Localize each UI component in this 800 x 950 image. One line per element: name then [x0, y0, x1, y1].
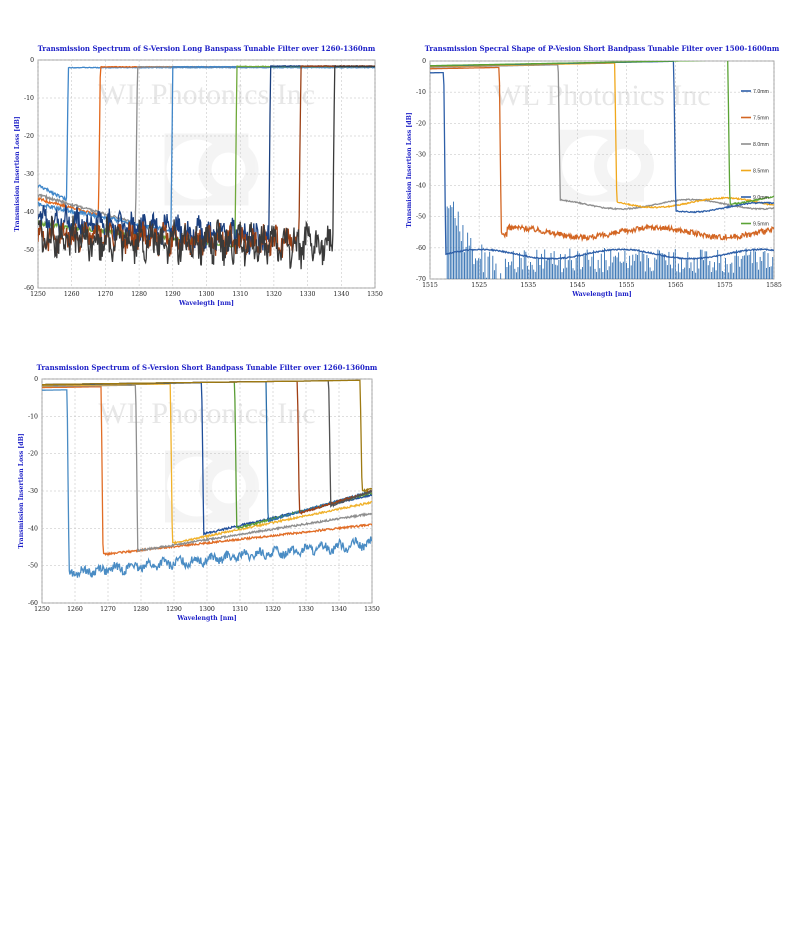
series-line — [42, 379, 372, 493]
x-tick-label: 1320 — [265, 606, 281, 613]
series-line — [430, 71, 774, 261]
series-line — [42, 389, 372, 579]
y-tick-label: -60 — [416, 245, 426, 252]
y-tick-label: -40 — [24, 209, 34, 216]
series-group — [38, 65, 375, 270]
y-tick-label: -30 — [416, 151, 426, 158]
x-tick-label: 1330 — [298, 606, 314, 613]
watermark-text: WL Photonics Inc — [493, 79, 710, 112]
x-tick-label: 1280 — [131, 291, 147, 298]
series-group — [430, 61, 774, 279]
y-tick-label: -40 — [416, 183, 426, 190]
x-tick-label: 1340 — [333, 291, 349, 298]
series-line — [42, 383, 372, 545]
y-tick-label: -30 — [28, 488, 38, 495]
watermark-text: WL Photonics Inc — [98, 397, 315, 430]
y-tick-label: -20 — [416, 120, 426, 127]
y-tick-label: -50 — [24, 247, 34, 254]
y-tick-label: -50 — [416, 214, 426, 221]
y-tick-label: -10 — [28, 413, 38, 420]
y-tick-label: -60 — [28, 600, 38, 607]
chart-2-svg: Transmission Specral Shape of P-Vesion S… — [406, 44, 782, 298]
chart-short-bandpass-s-version: Transmission Spectrum of S-Version Short… — [0, 360, 390, 640]
x-tick-label: 1270 — [98, 291, 114, 298]
x-tick-label: 1310 — [232, 606, 248, 613]
x-tick-label: 1525 — [471, 282, 487, 289]
x-tick-label: 1340 — [331, 606, 347, 613]
x-tick-label: 1575 — [717, 282, 733, 289]
chart-title: Transmission Specral Shape of P-Vesion S… — [425, 44, 780, 53]
series-line — [38, 65, 375, 270]
x-tick-label: 1330 — [300, 291, 316, 298]
x-tick-label: 1565 — [668, 282, 684, 289]
legend-label: 9.5mm — [753, 222, 769, 228]
series-line — [42, 386, 372, 556]
watermark-text: WL Photonics Inc — [98, 78, 315, 111]
x-tick-label: 1260 — [64, 291, 80, 298]
y-tick-label: -30 — [24, 171, 34, 178]
legend-label: 7.5mm — [753, 116, 769, 122]
series-group — [42, 379, 372, 579]
watermark-logo — [560, 129, 654, 202]
chart-3-svg: Transmission Spectrum of S-Version Short… — [18, 363, 380, 622]
x-tick-label: 1535 — [520, 282, 536, 289]
chart-1-svg: Transmission Spectrum of S-Version Long … — [14, 44, 383, 307]
y-axis-label: Transmission Insertion Loss [dB] — [18, 433, 25, 549]
series-line — [430, 61, 774, 206]
x-tick-label: 1300 — [199, 291, 215, 298]
x-axis-label: Wavelegth [nm] — [178, 300, 234, 307]
x-tick-label: 1515 — [422, 282, 438, 289]
x-tick-label: 1290 — [166, 606, 182, 613]
y-axis-label: Transmission Insertion Loss [dB] — [14, 116, 21, 232]
y-tick-label: 0 — [30, 57, 34, 64]
y-tick-label: -60 — [24, 285, 34, 292]
chart-title: Transmission Spectrum of S-Version Short… — [37, 363, 378, 372]
plot-area — [429, 60, 775, 280]
chart-short-bandpass-p-version: Transmission Specral Shape of P-Vesion S… — [398, 40, 796, 320]
x-tick-label: 1280 — [133, 606, 149, 613]
x-tick-label: 1350 — [367, 291, 383, 298]
x-tick-label: 1545 — [570, 282, 586, 289]
y-tick-label: 0 — [422, 58, 426, 65]
legend-label: 9.0mm — [753, 195, 769, 201]
series-line — [42, 384, 372, 553]
x-tick-label: 1250 — [34, 606, 50, 613]
legend-label: 7.0mm — [753, 89, 769, 95]
legend-label: 8.0mm — [753, 142, 769, 148]
y-tick-label: -10 — [24, 95, 34, 102]
x-tick-label: 1300 — [199, 606, 215, 613]
x-tick-label: 1250 — [30, 291, 46, 298]
x-tick-label: 1320 — [266, 291, 282, 298]
x-tick-label: 1585 — [766, 282, 782, 289]
y-tick-label: -40 — [28, 525, 38, 532]
y-tick-label: -20 — [24, 133, 34, 140]
chart-title: Transmission Spectrum of S-Version Long … — [38, 44, 376, 53]
y-tick-label: -20 — [28, 451, 38, 458]
watermark-logo — [164, 133, 259, 206]
y-tick-label: -10 — [416, 89, 426, 96]
x-tick-label: 1270 — [100, 606, 116, 613]
y-tick-label: -70 — [416, 276, 426, 283]
legend: 7.0mm 7.5mm 8.0mm 8.5mm 9.0mm 9.5mm — [741, 89, 769, 228]
x-tick-label: 1555 — [619, 282, 635, 289]
series-line — [430, 66, 774, 243]
legend-label: 8.5mm — [753, 169, 769, 175]
x-tick-label: 1290 — [165, 291, 181, 298]
x-tick-label: 1350 — [364, 606, 380, 613]
x-tick-label: 1310 — [232, 291, 248, 298]
y-axis-label: Transmission Insertion Loss [dB] — [406, 112, 413, 228]
y-tick-label: -50 — [28, 563, 38, 570]
y-tick-label: 0 — [34, 376, 38, 383]
x-axis-label: Wavelength [nm] — [571, 291, 632, 298]
x-tick-label: 1260 — [67, 606, 83, 613]
watermark-logo — [165, 450, 259, 523]
x-axis-label: Wavelength [nm] — [176, 615, 237, 622]
chart-long-bandpass-s-version: Transmission Spectrum of S-Version Long … — [0, 40, 390, 320]
